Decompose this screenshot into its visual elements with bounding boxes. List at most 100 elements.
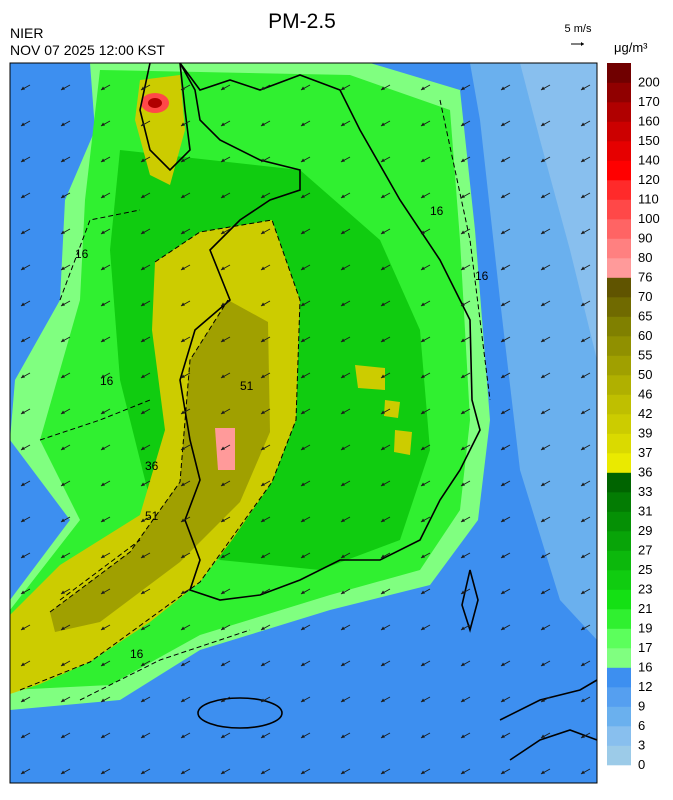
wind-arrowhead bbox=[61, 374, 65, 378]
wind-arrowhead bbox=[221, 770, 225, 774]
wind-arrowhead bbox=[421, 698, 425, 702]
wind-arrowhead bbox=[461, 266, 465, 270]
wind-arrowhead bbox=[21, 770, 25, 774]
colorbar-label: 42 bbox=[638, 406, 652, 421]
wind-arrowhead bbox=[501, 734, 505, 738]
wind-arrowhead bbox=[381, 86, 385, 90]
wind-arrowhead bbox=[381, 374, 385, 378]
wind-arrowhead bbox=[101, 734, 105, 738]
colorbar-label: 27 bbox=[638, 543, 652, 558]
wind-arrowhead bbox=[261, 122, 265, 126]
colorbar-label: 21 bbox=[638, 601, 652, 616]
wind-arrowhead bbox=[181, 302, 185, 306]
wind-arrowhead bbox=[21, 302, 25, 306]
lighter-field bbox=[520, 63, 597, 360]
wind-arrowhead bbox=[461, 662, 465, 666]
wind-arrowhead bbox=[181, 230, 185, 234]
wind-arrowhead bbox=[101, 698, 105, 702]
wind-arrowhead bbox=[381, 482, 385, 486]
wind-scale-label: 5 m/s bbox=[565, 23, 592, 35]
wind-arrowhead bbox=[581, 482, 585, 486]
map: 16 16 16 16 16 36 51 51 bbox=[9, 62, 598, 784]
wind-arrowhead bbox=[461, 626, 465, 630]
wind-arrowhead bbox=[221, 626, 225, 630]
colorbar-segment bbox=[607, 63, 631, 83]
wind-arrowhead bbox=[581, 374, 585, 378]
map-frame bbox=[9, 62, 598, 784]
wind-arrowhead bbox=[581, 194, 585, 198]
colorbar-segment bbox=[607, 180, 631, 200]
wind-arrowhead bbox=[221, 518, 225, 522]
colorbar-label: 6 bbox=[638, 718, 645, 733]
wind-arrowhead bbox=[541, 266, 545, 270]
contour-label: 16 bbox=[100, 374, 114, 388]
wind-arrowhead bbox=[421, 338, 425, 342]
wind-arrowhead bbox=[421, 86, 425, 90]
colorbar-label: 33 bbox=[638, 484, 652, 499]
contour-label: 16 bbox=[130, 647, 144, 661]
colorbar-segment bbox=[607, 628, 631, 649]
wind-arrowhead bbox=[181, 734, 185, 738]
wind-arrows bbox=[20, 84, 591, 775]
wind-arrowhead bbox=[101, 338, 105, 342]
wind-arrowhead bbox=[261, 698, 265, 702]
wind-arrowhead bbox=[541, 770, 545, 774]
wind-arrowhead bbox=[181, 194, 185, 198]
wind-arrowhead bbox=[141, 554, 145, 558]
wind-arrowhead bbox=[581, 302, 585, 306]
colorbar-segment bbox=[607, 687, 631, 707]
wind-arrowhead bbox=[21, 410, 25, 414]
wind-arrowhead bbox=[341, 554, 345, 558]
wind-arrowhead bbox=[101, 626, 105, 630]
wind-arrowhead bbox=[141, 158, 145, 162]
wind-arrowhead bbox=[381, 770, 385, 774]
wind-arrowhead bbox=[341, 518, 345, 522]
wind-arrowhead bbox=[501, 374, 505, 378]
wind-arrowhead bbox=[381, 122, 385, 126]
colorbar-label: 50 bbox=[638, 367, 652, 382]
wind-arrowhead bbox=[221, 482, 225, 486]
wind-arrowhead bbox=[101, 662, 105, 666]
colorbar-label: 76 bbox=[638, 270, 652, 285]
wind-arrowhead bbox=[461, 86, 465, 90]
wind-arrowhead bbox=[421, 194, 425, 198]
wind-arrowhead bbox=[261, 518, 265, 522]
wind-arrowhead bbox=[541, 446, 545, 450]
wind-arrowhead bbox=[341, 122, 345, 126]
wind-arrowhead bbox=[501, 338, 505, 342]
wind-arrowhead bbox=[141, 734, 145, 738]
wind-arrowhead bbox=[21, 86, 25, 90]
wind-arrowhead bbox=[421, 230, 425, 234]
wind-arrowhead bbox=[181, 122, 185, 126]
wind-arrowhead bbox=[21, 554, 25, 558]
wind-arrowhead bbox=[261, 230, 265, 234]
wind-arrowhead bbox=[461, 410, 465, 414]
wind-arrowhead bbox=[21, 518, 25, 522]
wind-arrowhead bbox=[141, 698, 145, 702]
wind-arrowhead bbox=[21, 698, 25, 702]
wind-arrowhead bbox=[461, 338, 465, 342]
wind-arrowhead bbox=[301, 554, 305, 558]
wind-arrowhead bbox=[501, 446, 505, 450]
wind-arrowhead bbox=[181, 86, 185, 90]
wind-arrowhead bbox=[181, 626, 185, 630]
colorbar-label: 160 bbox=[638, 114, 660, 129]
wind-arrowhead bbox=[301, 302, 305, 306]
contour-label: 16 bbox=[75, 247, 89, 261]
wind-arrowhead bbox=[541, 194, 545, 198]
wind-arrowhead bbox=[261, 770, 265, 774]
colorbar-segment bbox=[607, 102, 631, 122]
wind-arrowhead bbox=[301, 374, 305, 378]
wind-arrowhead bbox=[101, 518, 105, 522]
wind-arrowhead bbox=[421, 770, 425, 774]
wind-arrowhead bbox=[21, 122, 25, 126]
wind-arrowhead bbox=[261, 446, 265, 450]
wind-arrowhead bbox=[301, 338, 305, 342]
wind-arrowhead bbox=[221, 590, 225, 594]
wind-arrowhead bbox=[341, 86, 345, 90]
wind-arrowhead bbox=[381, 518, 385, 522]
wind-arrowhead bbox=[541, 734, 545, 738]
wind-arrowhead bbox=[421, 158, 425, 162]
wind-arrowhead bbox=[21, 374, 25, 378]
wind-arrowhead bbox=[181, 770, 185, 774]
